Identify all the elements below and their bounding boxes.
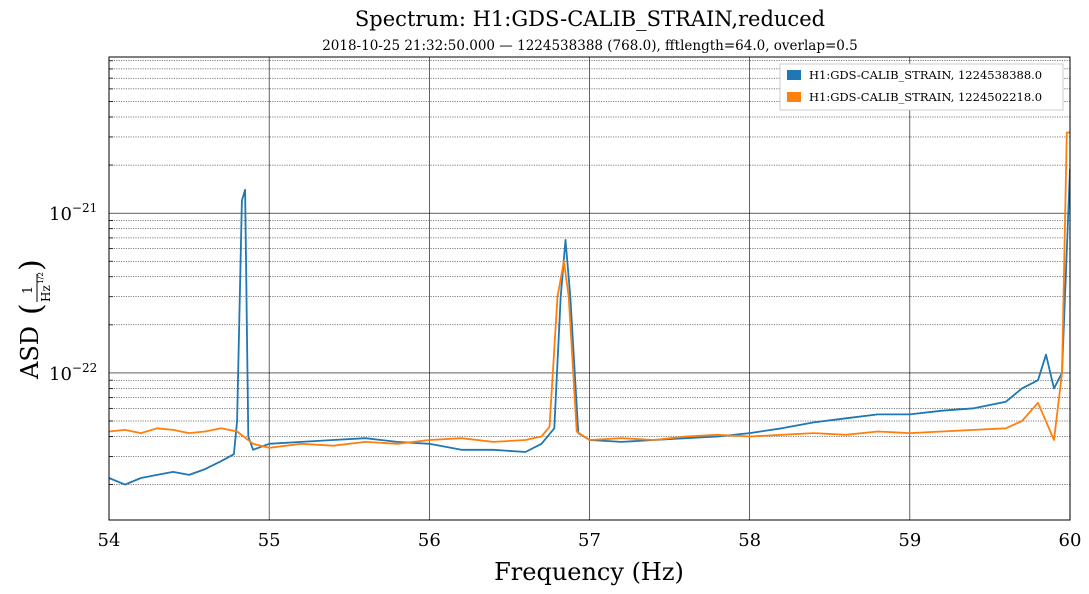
x-tick-label: 55 (258, 530, 281, 551)
chart-title: Spectrum: H1:GDS-CALIB_STRAIN,reduced (355, 7, 825, 31)
plot-frame (108, 56, 1071, 521)
chart-subtitle: 2018-10-25 21:32:50.000 — 1224538388 (76… (322, 38, 858, 54)
x-tick-label: 59 (898, 530, 921, 551)
y-tick-base: 10 (49, 204, 72, 225)
legend-box (779, 63, 1064, 111)
legend: H1:GDS-CALIB_STRAIN, 1224538388.0 H1:GDS… (779, 63, 1064, 111)
y-unit-numerator: 1 (21, 286, 36, 294)
legend-label-series-1: H1:GDS-CALIB_STRAIN, 1224538388.0 (809, 68, 1042, 82)
legend-swatch-series-1 (787, 70, 801, 80)
y-tick-label: 10−21 (49, 201, 97, 225)
x-tick-label: 60 (1059, 530, 1082, 551)
y-unit-exponent: 1/2 (36, 272, 45, 284)
y-unit-close-paren: ) (14, 259, 49, 271)
y-tick-label: 10−22 (49, 361, 97, 385)
y-tick-exponent: −21 (72, 201, 97, 215)
x-tick-label: 58 (738, 530, 761, 551)
y-axis-label-text: ASD (16, 326, 44, 380)
series-layer (109, 131, 1070, 486)
series-line-2 (109, 131, 1070, 449)
x-ticks: 54 55 56 57 58 59 60 (98, 530, 1082, 551)
grid (108, 57, 1071, 520)
legend-swatch-series-2 (787, 92, 801, 102)
y-axis-label: ASD ( 1 Hz 1/2 ) (14, 259, 53, 380)
y-tick-base: 10 (49, 364, 72, 385)
y-unit-denominator: Hz (39, 285, 53, 302)
series-line-1 (109, 168, 1070, 486)
x-tick-label: 57 (578, 530, 601, 551)
x-axis-label: Frequency (Hz) (494, 558, 684, 586)
x-tick-label: 56 (418, 530, 441, 551)
legend-label-series-2: H1:GDS-CALIB_STRAIN, 1224502218.0 (809, 90, 1042, 104)
x-tick-label: 54 (98, 530, 121, 551)
y-tick-exponent: −22 (72, 361, 97, 375)
y-unit-open-paren: ( (14, 303, 49, 315)
